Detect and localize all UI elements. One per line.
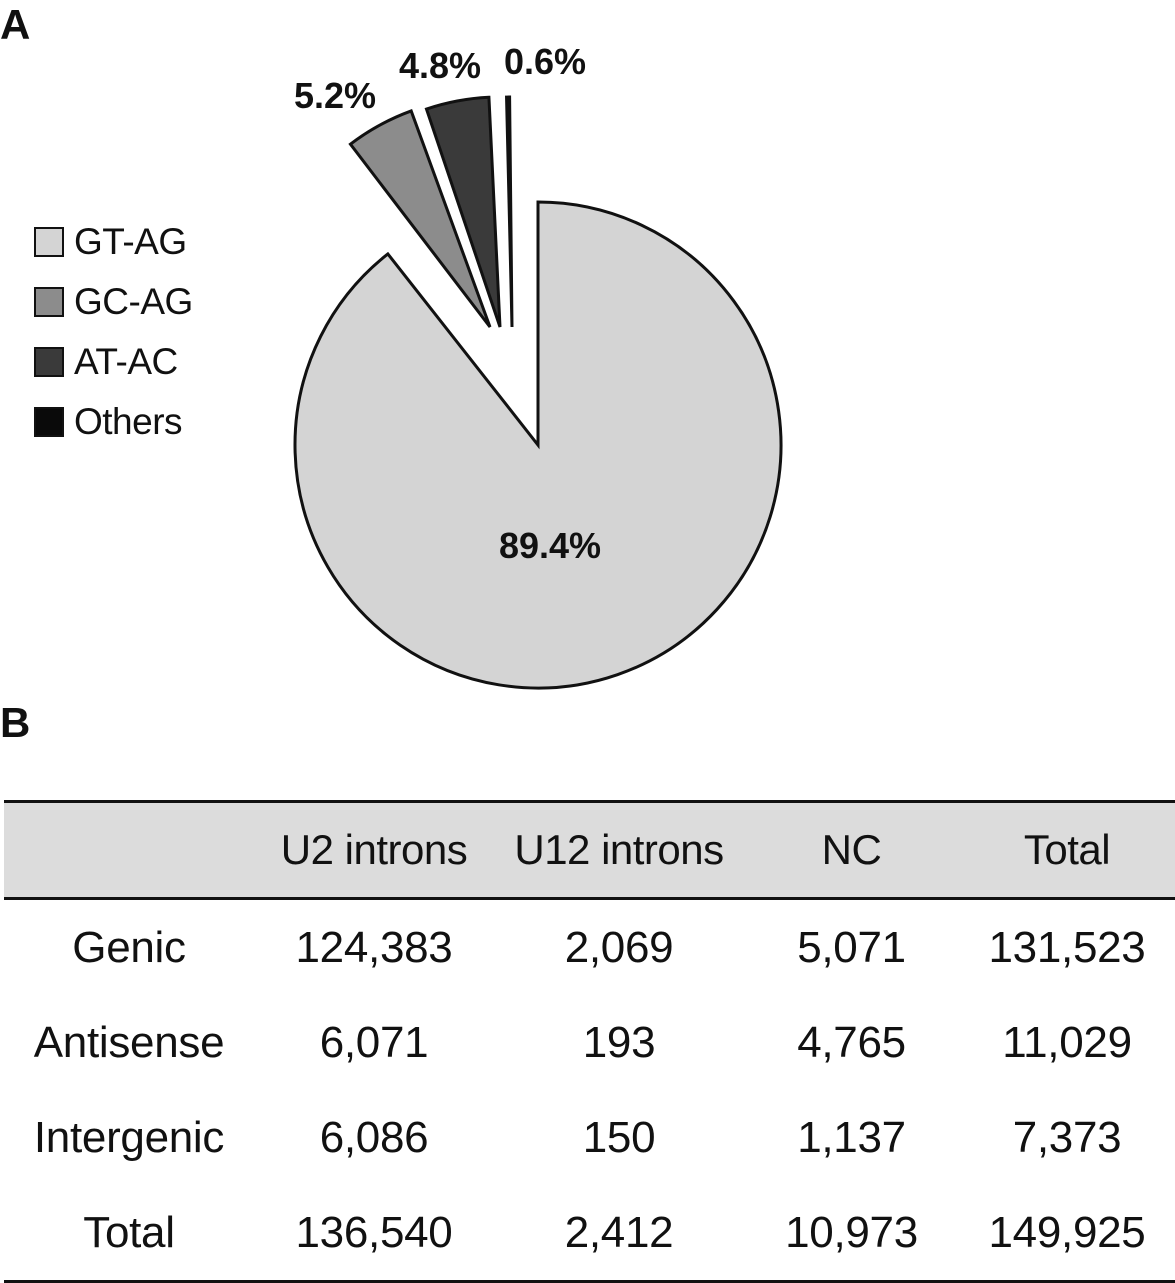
table-cell: 2,069 (564, 922, 674, 972)
legend-swatch-others (34, 407, 64, 437)
header-cell: U2 introns (280, 826, 468, 873)
header-cell: Total (1023, 826, 1111, 873)
row-label: Total (83, 1207, 175, 1257)
legend-item-gt-ag: GT-AG (34, 212, 193, 272)
table-cell: 149,925 (988, 1207, 1146, 1257)
table-cell: 11,029 (1002, 1017, 1132, 1067)
table-cell: 4,765 (797, 1017, 906, 1067)
pie-slice-gt-ag (293, 200, 783, 690)
row-label: Intergenic (33, 1112, 225, 1162)
header-cell (4, 802, 254, 899)
pie-value-label: 4.8% (399, 45, 481, 86)
pie-value-label: 5.2% (294, 75, 376, 116)
pie-slice-at-ac (424, 95, 502, 328)
table-row: Total 136,540 2,412 10,973 149,925 (4, 1185, 1175, 1282)
table-cell: 150 (582, 1112, 656, 1162)
legend-label: AT-AC (74, 341, 178, 382)
table-cell: 7,373 (1012, 1112, 1122, 1162)
legend-label: GT-AG (74, 221, 187, 262)
row-label: Genic (72, 922, 186, 972)
table-cell: 193 (582, 1017, 656, 1067)
legend-item-at-ac: AT-AC (34, 332, 193, 392)
table-row: Genic 124,383 2,069 5,071 131,523 (4, 899, 1175, 996)
intron-table: U2 introns U12 introns NC Total Genic 12… (4, 800, 1175, 1283)
table-cell: 2,412 (564, 1207, 674, 1257)
table-cell: 5,071 (797, 922, 906, 972)
legend-item-others: Others (34, 392, 193, 452)
table-cell: 6,086 (319, 1112, 429, 1162)
legend-swatch-gt-ag (34, 227, 64, 257)
legend-swatch-at-ac (34, 347, 64, 377)
table-cell: 131,523 (988, 922, 1146, 972)
table-cell: 124,383 (295, 922, 453, 972)
legend-swatch-gc-ag (34, 287, 64, 317)
row-label: Antisense (33, 1017, 225, 1067)
legend-label: GC-AG (74, 281, 193, 322)
table-cell: 1,137 (797, 1112, 906, 1162)
table-row: Intergenic 6,086 150 1,137 7,373 (4, 1090, 1175, 1185)
legend-label: Others (74, 401, 183, 442)
table-cell: 6,071 (319, 1017, 429, 1067)
table-cell: 136,540 (295, 1207, 453, 1257)
pie-value-label: 89.4% (499, 525, 601, 566)
table-cell: 10,973 (785, 1207, 918, 1257)
header-cell: NC (821, 826, 882, 873)
header-cell: U12 introns (514, 826, 724, 873)
pie-slice-others (505, 95, 514, 328)
pie-value-label: 0.6% (504, 41, 586, 82)
panel-label-a: A (0, 1, 31, 48)
pie-chart: 89.4% 5.2% 4.8% 0.6% (293, 41, 783, 690)
legend: GT-AG GC-AG AT-AC Others (34, 212, 193, 452)
table-row: Antisense 6,071 193 4,765 11,029 (4, 995, 1175, 1090)
pie-slice-gc-ag (348, 109, 492, 328)
table-header-row: U2 introns U12 introns NC Total (4, 801, 1175, 899)
legend-item-gc-ag: GC-AG (34, 272, 193, 332)
panel-label-b: B (0, 699, 31, 746)
